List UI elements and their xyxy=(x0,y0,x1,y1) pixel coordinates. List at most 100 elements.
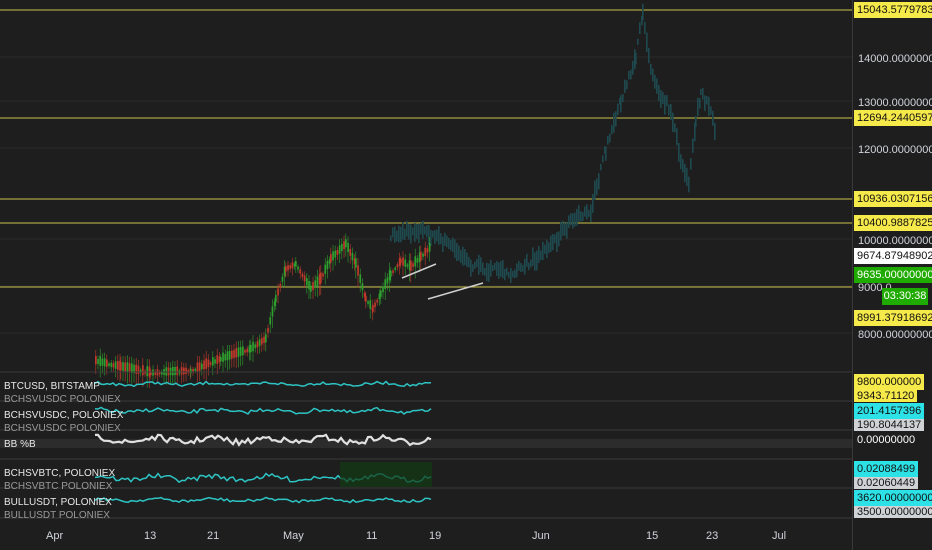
candle-body xyxy=(359,274,362,283)
candle-body xyxy=(404,259,407,267)
ghost-candle xyxy=(692,138,694,153)
ghost-candle xyxy=(635,52,637,65)
ghost-candle xyxy=(637,38,639,45)
price-tick: 13000.00000000 xyxy=(858,97,932,109)
ghost-candle xyxy=(538,246,540,263)
ghost-candle xyxy=(512,271,514,278)
ghost-candle xyxy=(410,224,412,244)
ghost-candle xyxy=(482,262,484,275)
candle-body xyxy=(418,252,421,262)
candle-body xyxy=(226,351,229,361)
ghost-candle xyxy=(578,205,580,222)
ghost-candle xyxy=(404,228,406,240)
ghost-candle xyxy=(528,262,530,271)
candle-body xyxy=(203,360,205,370)
candle-body xyxy=(146,366,149,377)
ghost-candle xyxy=(406,220,408,237)
candle-body xyxy=(394,267,397,270)
candle-body xyxy=(103,358,106,367)
candle-body xyxy=(341,243,343,252)
ghost-candle xyxy=(450,239,452,251)
candle-body xyxy=(353,258,356,265)
candle-body xyxy=(376,299,379,303)
ghost-candle xyxy=(554,234,556,244)
ghost-candle xyxy=(520,263,522,272)
candle-body xyxy=(117,360,119,370)
ghost-candle xyxy=(552,234,554,251)
level-price-label: 10400.98878258 xyxy=(854,215,932,231)
candle-body xyxy=(250,344,252,353)
ghost-candle xyxy=(609,133,611,143)
subpane-title: BTCUSD, BITSTAMP xyxy=(4,381,100,392)
candle-body xyxy=(174,367,176,376)
candle-body xyxy=(128,363,131,373)
ghost-candle xyxy=(662,91,664,104)
ghost-candle xyxy=(688,176,690,193)
ghost-candle xyxy=(432,230,434,238)
candle-body xyxy=(108,363,110,366)
ghost-candle xyxy=(642,3,644,21)
level-price-label: 8991.37918692 xyxy=(854,310,932,326)
ghost-candle xyxy=(695,116,697,127)
ghost-candle xyxy=(496,261,498,276)
candle-body xyxy=(424,247,427,256)
candle-body xyxy=(185,367,187,375)
ghost-candle xyxy=(639,22,641,35)
ghost-candle xyxy=(470,259,472,277)
bullusdt-line xyxy=(94,496,432,504)
subpane-value-label: 0.00000000 xyxy=(854,432,919,448)
ghost-candle xyxy=(540,250,542,261)
candle-body xyxy=(293,263,296,267)
ghost-candle xyxy=(434,230,436,244)
ghost-candle xyxy=(588,209,590,217)
ghost-candle xyxy=(682,159,684,173)
ghost-candle xyxy=(564,222,566,236)
ghost-candle xyxy=(420,223,422,235)
ghost-candle xyxy=(566,221,568,239)
ghost-candle xyxy=(412,227,414,236)
ghost-candle xyxy=(615,111,617,127)
ghost-candle xyxy=(446,235,448,248)
candle-body xyxy=(330,253,332,263)
ghost-candle xyxy=(506,267,508,276)
candle-body xyxy=(176,366,179,376)
ghost-candle xyxy=(668,104,670,116)
ghost-candle xyxy=(672,112,674,132)
ghost-candle xyxy=(590,204,592,223)
price-tick: 10000.00000000 xyxy=(858,235,932,247)
candle-body xyxy=(222,352,224,362)
ghost-candle xyxy=(584,206,586,217)
candle-body xyxy=(110,362,113,367)
candle-body xyxy=(265,334,267,343)
candle-body xyxy=(261,338,263,345)
level-price-label: 15043.57797837 xyxy=(854,2,932,18)
ghost-candle xyxy=(486,262,488,282)
candle-body xyxy=(408,260,411,271)
ghost-candle xyxy=(678,142,680,162)
ghost-candle xyxy=(626,80,628,90)
candle-body xyxy=(95,355,97,365)
candle-body xyxy=(332,251,334,261)
ghost-candle xyxy=(466,252,468,267)
candle-body xyxy=(269,317,272,325)
date-tick: 19 xyxy=(429,530,442,542)
ghost-candle xyxy=(458,245,460,261)
candle-body xyxy=(190,369,192,374)
ghost-candle xyxy=(402,222,404,240)
candle-body xyxy=(196,362,199,373)
candle-body xyxy=(122,362,124,371)
ghost-candle xyxy=(550,235,552,252)
subpane-value-label: 0.02088499 xyxy=(854,461,919,477)
date-tick: 13 xyxy=(144,530,157,542)
candle-body xyxy=(158,371,161,375)
date-tick: 23 xyxy=(706,530,719,542)
ghost-candle xyxy=(562,220,564,236)
candle-body xyxy=(400,258,402,264)
price-tick: 14000.00000000 xyxy=(858,53,932,65)
subpane-value-label: 3620.00000000 xyxy=(854,490,932,506)
ghost-candle xyxy=(454,239,456,259)
main-price-chart[interactable] xyxy=(0,0,852,550)
ghost-candle xyxy=(641,15,643,26)
candle-body xyxy=(254,344,257,349)
